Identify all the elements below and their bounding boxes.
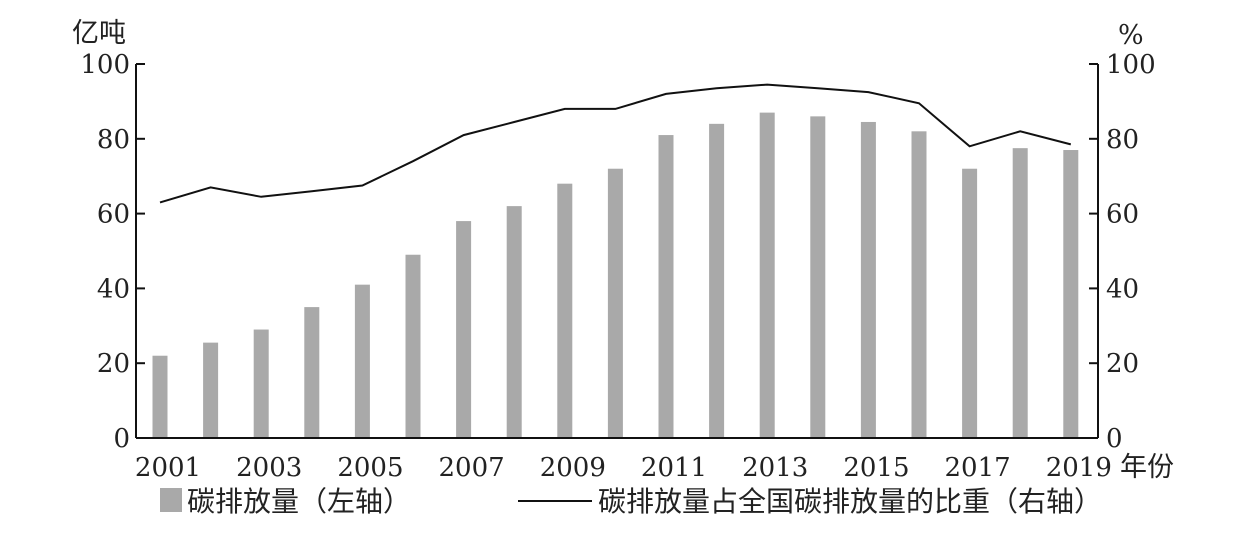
x-tick-label: 2007 [439,453,505,483]
axes [135,64,1099,439]
bar-2017 [962,168,978,438]
right-tick-label: 40 [1106,274,1139,304]
left-tick-label: 40 [97,274,130,304]
left-axis-ticks: 0 20 40 60 80 100 [80,50,145,454]
x-tick-label: 2015 [843,453,909,483]
bar-2004 [304,307,320,438]
x-tick-label: 2003 [236,453,302,483]
bar-2018 [1012,148,1028,438]
bar-2016 [911,131,927,438]
x-axis-ticks: 2001 2003 2005 2007 2009 2011 2013 2015 2017 2019 [135,453,1112,483]
x-tick-label: 2019 [1046,453,1112,483]
bar-2008 [506,206,522,438]
bar-2015 [860,121,876,438]
x-tick-label: 2017 [945,453,1011,483]
bar-2011 [658,135,674,438]
share-line [159,83,1072,204]
x-axis-label: 年份 [1120,452,1174,483]
bar-2019 [1063,150,1079,438]
x-tick-label: 2001 [135,453,201,483]
bar-2001 [152,355,168,438]
bar-2005 [354,284,370,438]
left-tick-label: 0 [113,424,130,454]
legend-bar-swatch [160,488,182,512]
bar-2003 [253,329,269,438]
bar-2013 [759,112,775,439]
bar-series [152,112,1079,439]
right-tick-label: 20 [1106,349,1139,379]
bar-2002 [203,342,219,438]
legend-bar-label: 碳排放量（左轴） [187,485,411,518]
legend: 碳排放量（左轴） 碳排放量占全国碳排放量的比重（右轴） [160,485,1102,518]
bar-2009 [557,183,573,438]
x-tick-label: 2013 [742,453,808,483]
right-tick-label: 0 [1106,424,1123,454]
right-tick-label: 100 [1106,50,1156,80]
right-axis-unit: % [1118,20,1144,51]
bar-2014 [810,116,826,439]
right-tick-label: 80 [1106,125,1139,155]
right-tick-label: 60 [1106,200,1139,230]
legend-line-label: 碳排放量占全国碳排放量的比重（右轴） [598,485,1102,518]
bar-2006 [405,254,421,438]
line-series [159,83,1072,204]
left-tick-label: 80 [97,125,130,155]
left-axis-unit: 亿吨 [72,18,126,49]
x-tick-label: 2011 [641,453,707,483]
bar-2007 [456,221,472,438]
left-tick-label: 20 [97,349,130,379]
right-axis-ticks: 0 20 40 60 80 100 [1089,50,1156,454]
bar-2012 [709,123,725,438]
left-tick-label: 60 [97,200,130,230]
x-tick-label: 2009 [540,453,606,483]
bar-2010 [607,168,623,438]
x-tick-label: 2005 [337,453,403,483]
left-tick-label: 100 [80,50,130,80]
